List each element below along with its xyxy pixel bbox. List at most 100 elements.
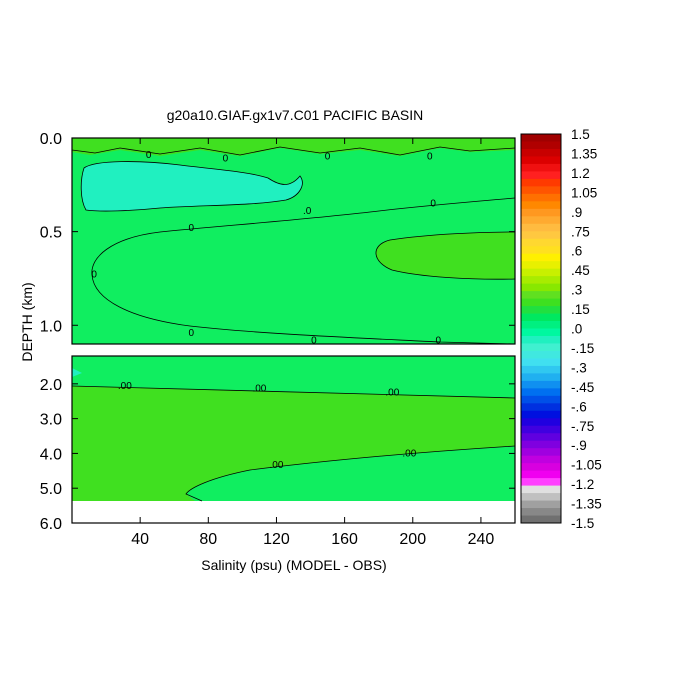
lower-lower-contour: [185, 445, 515, 502]
contour-label: .00: [270, 460, 284, 471]
lower-upper-contour: [72, 385, 515, 399]
colorbar-swatch: [521, 186, 561, 195]
colorbar-swatch: [521, 163, 561, 172]
colorbar-label: -.9: [571, 438, 587, 453]
colorbar-swatch: [521, 291, 561, 299]
colorbar-label: 1.5: [571, 127, 590, 142]
x-tick-label: 200: [399, 531, 426, 548]
colorbar-swatch: [521, 463, 561, 472]
colorbar-swatch: [521, 306, 561, 314]
lower-y-tick-label: 4.0: [40, 446, 62, 463]
colorbar-swatch: [521, 335, 561, 344]
y-axis-lower: 2.0 3.0 4.0 5.0 6.0: [40, 377, 515, 533]
y-axis-upper: 0.00.51.0: [40, 131, 515, 335]
colorbar-swatch: [521, 478, 561, 486]
colorbar-swatch: [521, 298, 561, 307]
colorbar: 1.5 1.35 1.2 1.05 .9 .75 .6 .45 .3 .15 .0 -.15 -.3 -.…: [520, 127, 602, 531]
upper-zero-contour-mid: [91, 197, 515, 344]
colorbar-swatch: [521, 425, 561, 434]
upper-core-contour: [375, 231, 515, 280]
colorbar-swatch: [521, 485, 561, 494]
x-tick-label: 240: [468, 531, 495, 548]
colorbar-swatch: [521, 216, 561, 225]
colorbar-swatch: [521, 328, 561, 337]
x-tick-label: 80: [199, 531, 217, 548]
lower-edge-wedge: [72, 368, 82, 377]
colorbar-swatch: [521, 171, 561, 180]
colorbar-label: .6: [571, 244, 582, 259]
colorbar-swatch: [521, 350, 561, 359]
colorbar-swatch: [521, 455, 561, 464]
colorbar-frame: [520, 133, 562, 524]
colorbar-label: .15: [571, 302, 590, 317]
colorbar-swatch: [521, 261, 561, 270]
colorbar-swatch: [521, 500, 561, 509]
colorbar-swatch: [521, 268, 561, 277]
colorbar-swatch: [521, 433, 561, 442]
upper-positive-core: [375, 232, 515, 280]
lower-panel-frame: [71, 355, 516, 524]
contour-label: 0: [146, 150, 152, 161]
upper-negative-contour: [80, 161, 303, 212]
contour-label: 0: [430, 199, 436, 210]
x-axis: 40 80 120 160 200 240: [131, 138, 494, 548]
colorbar-label: 1.2: [571, 166, 590, 181]
colorbar-label: 1.05: [571, 185, 597, 200]
contour-label: 0: [311, 335, 317, 346]
upper-y-tick-label: 0.5: [40, 225, 62, 242]
plot-title: g20a10.GIAF.gx1v7.C01 PACIFIC BASIN: [167, 107, 424, 123]
colorbar-swatch: [521, 276, 561, 285]
x-tick-label: 120: [263, 531, 290, 548]
colorbar-swatch: [521, 343, 561, 352]
upper-negative-region: [81, 161, 303, 212]
colorbar-label: -1.2: [571, 477, 594, 492]
colorbar-label: -.15: [571, 341, 594, 356]
colorbar-swatch: [521, 358, 561, 367]
lower-panel: [72, 356, 515, 523]
colorbar-label: .3: [571, 283, 582, 298]
contour-label: .00: [118, 381, 132, 392]
colorbar-swatch: [521, 141, 561, 150]
x-tick-label: 160: [331, 531, 358, 548]
colorbar-swatch: [521, 208, 561, 217]
contour-label: 0: [91, 270, 97, 281]
colorbar-swatch: [521, 223, 561, 232]
colorbar-swatch: [521, 388, 561, 397]
lower-positive-band: [72, 386, 515, 501]
colorbar-label: .45: [571, 263, 590, 278]
colorbar-label: -.75: [571, 419, 594, 434]
contour-label: 0: [188, 328, 194, 339]
colorbar-swatch: [521, 373, 561, 382]
contour-label: 0: [223, 154, 229, 165]
colorbar-label: -1.5: [571, 516, 594, 531]
colorbar-label: -.6: [571, 399, 587, 414]
lower-y-tick-label: 6.0: [40, 516, 62, 533]
upper-panel: [72, 138, 515, 344]
colorbar-label: .0: [571, 322, 582, 337]
colorbar-swatch: [521, 148, 561, 157]
colorbar-label: 1.35: [571, 146, 597, 161]
colorbar-label: -1.35: [571, 497, 602, 512]
contour-label: .0: [303, 206, 312, 217]
x-axis-title: Salinity (psu) (MODEL - OBS): [201, 557, 386, 573]
colorbar-swatch: [521, 313, 561, 322]
colorbar-swatch: [521, 395, 561, 404]
contour-label: 0: [188, 223, 194, 234]
contour-label: .00: [385, 388, 399, 399]
colorbar-swatch: [521, 178, 561, 187]
colorbar-swatch: [521, 201, 561, 210]
colorbar-swatch: [521, 508, 561, 516]
colorbar-label: -.45: [571, 380, 594, 395]
colorbar-label: -.3: [571, 360, 587, 375]
colorbar-swatch: [521, 238, 561, 247]
lower-y-tick-label: 2.0: [40, 377, 62, 394]
contour-label: 0: [325, 152, 331, 163]
colorbar-swatch: [521, 403, 561, 412]
contour-label: 0: [436, 335, 442, 346]
colorbar-swatch: [521, 440, 561, 449]
colorbar-swatch: [521, 515, 561, 524]
x-tick-label: 40: [131, 531, 149, 548]
contour-label: 0: [427, 152, 433, 163]
